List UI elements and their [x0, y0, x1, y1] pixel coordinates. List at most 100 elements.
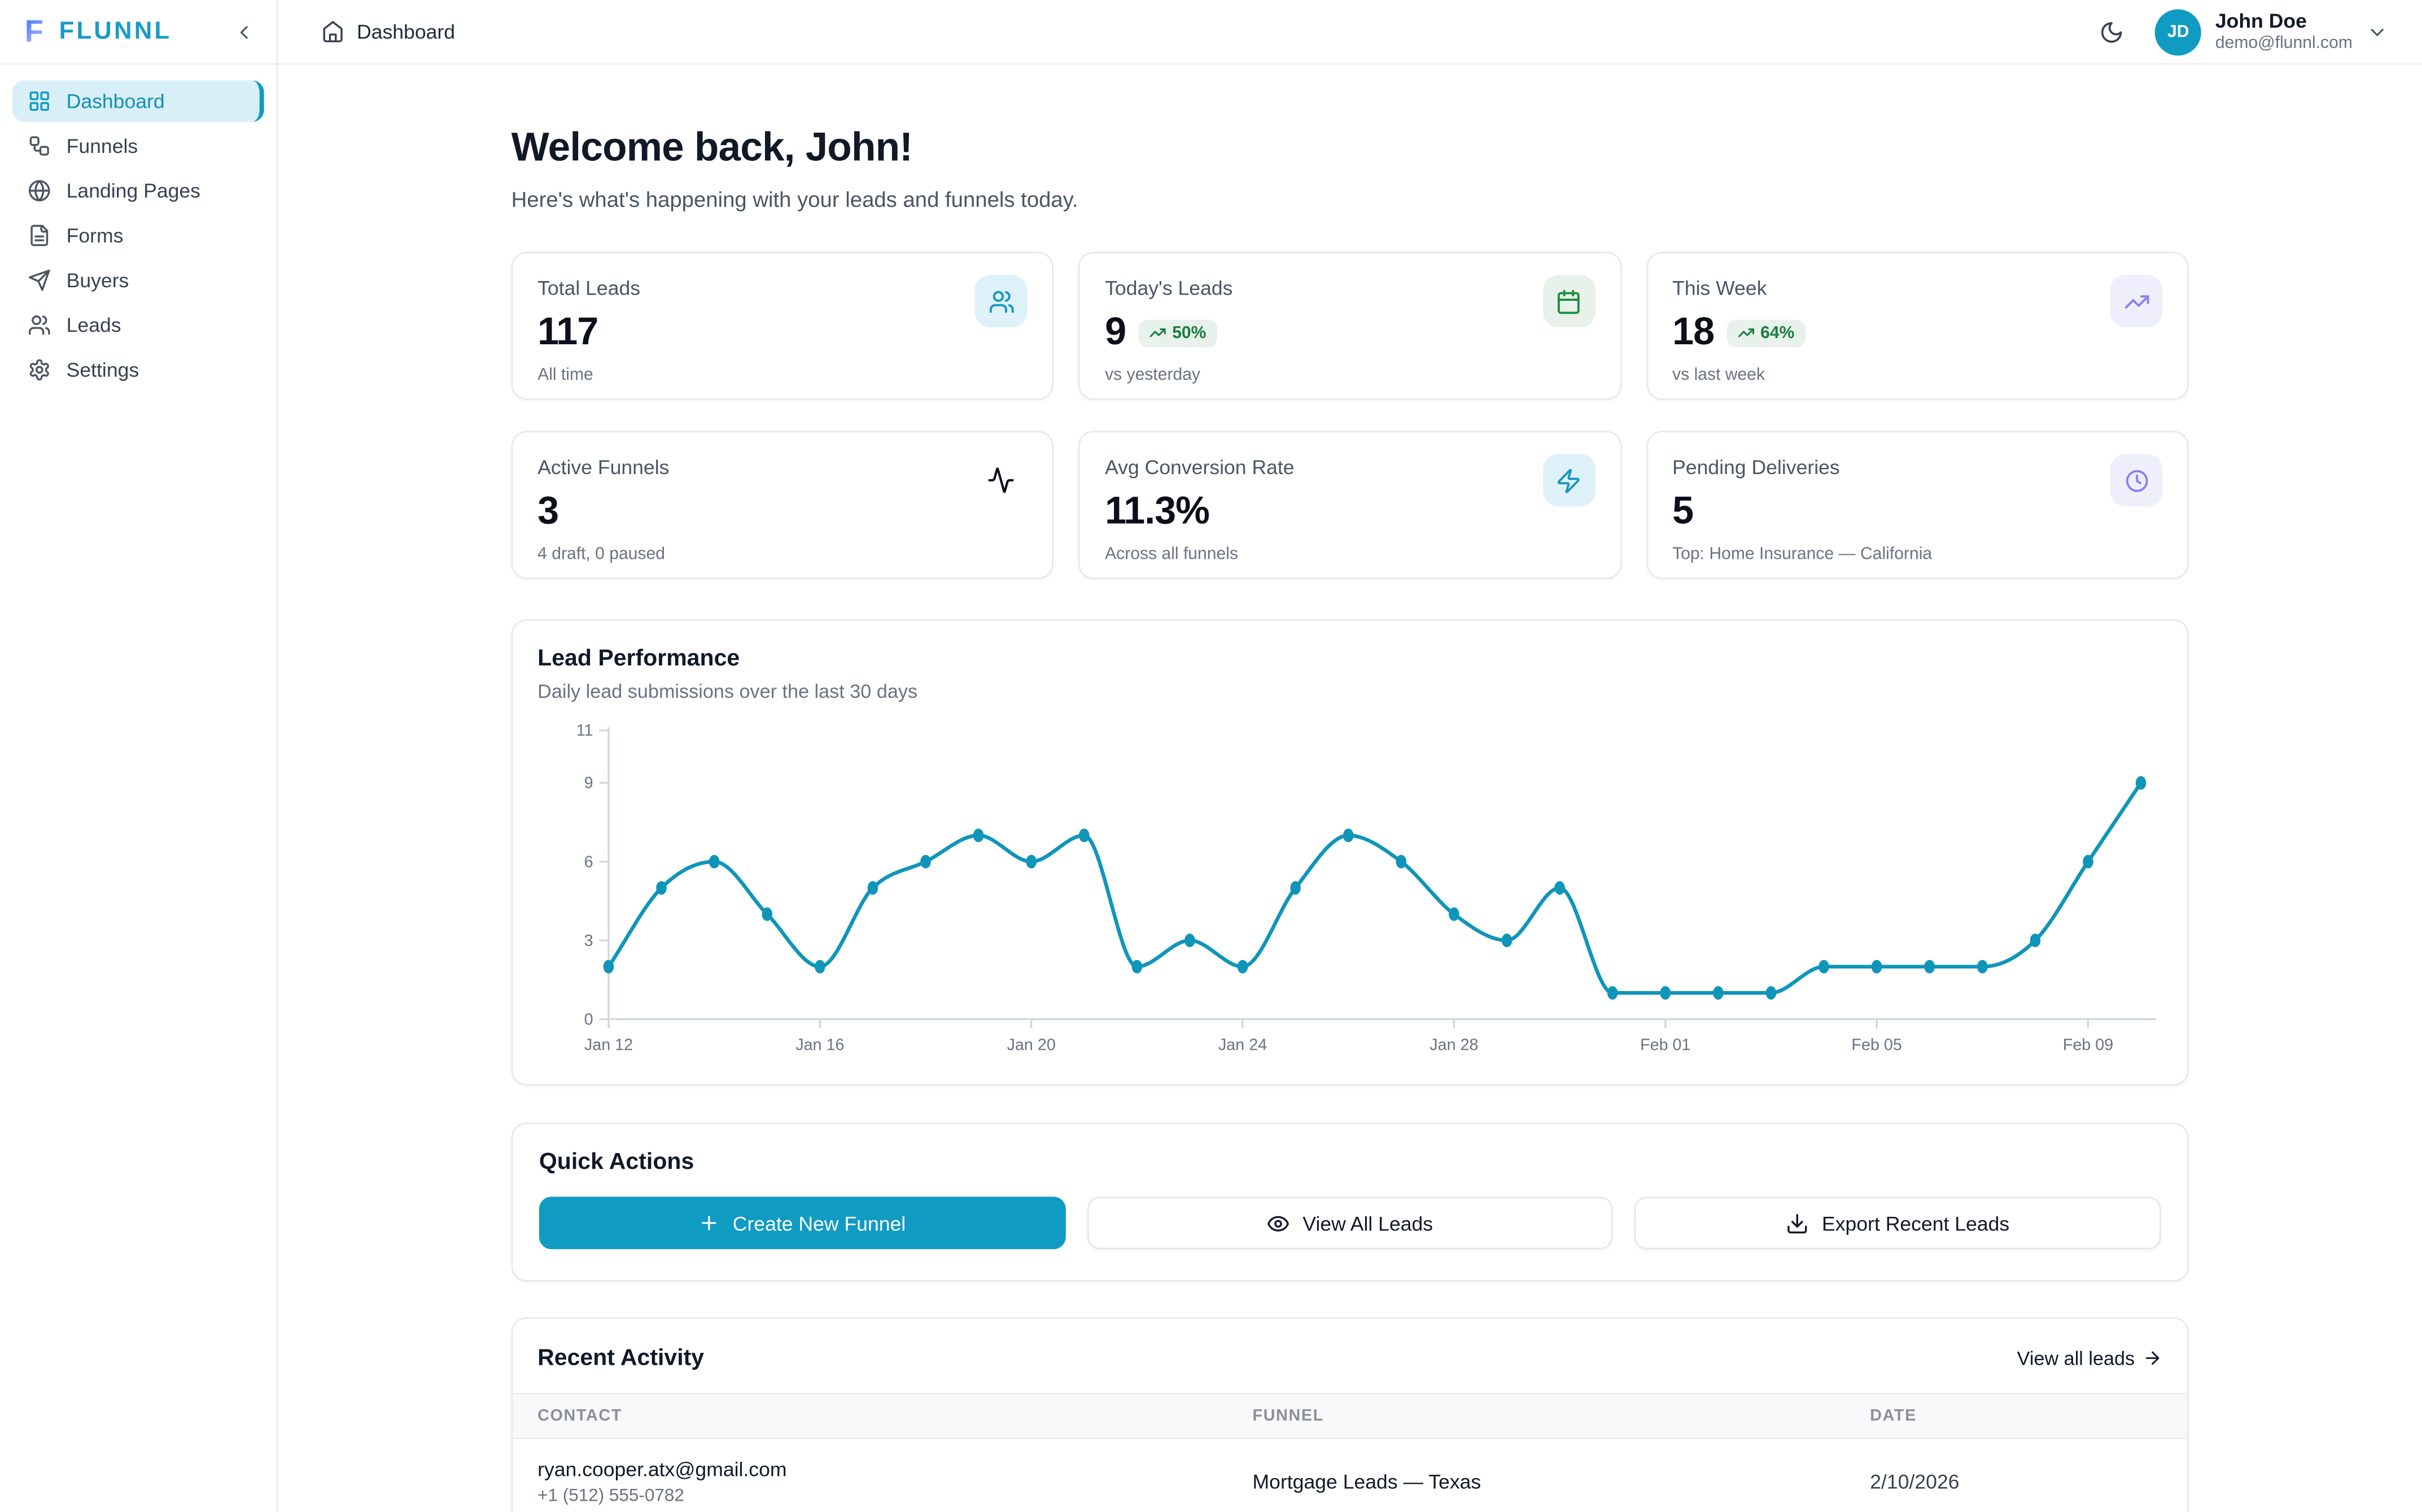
brand-logo-mark: F [24, 14, 44, 49]
svg-text:0: 0 [584, 1010, 593, 1028]
lead-performance-panel: Lead Performance Daily lead submissions … [511, 619, 2189, 1086]
zap-icon [1542, 454, 1595, 507]
stat-card-pending-deliveries: Pending Deliveries 5 Top: Home Insurance… [1646, 431, 2189, 579]
chart-area: 0 3 6 9 11 Jan 12 Jan 16 Jan 20 Jan 24 Jan 28 Feb … [537, 721, 2162, 1069]
stat-card-total-leads: Total Leads 117 All time [511, 251, 1054, 400]
breadcrumb[interactable]: Dashboard [321, 20, 455, 43]
svg-text:9: 9 [584, 774, 593, 792]
stat-label: Avg Conversion Rate [1105, 455, 1295, 479]
funnel-cell: Mortgage Leads — Texas [1252, 1470, 1481, 1493]
send-icon [28, 269, 50, 291]
users-icon [28, 315, 50, 335]
svg-text:3: 3 [584, 932, 593, 950]
table-header-contact: CONTACT [537, 1406, 622, 1426]
create-new-funnel-button[interactable]: Create New Funnel [539, 1197, 1065, 1250]
sidebar-nav: Dashboard Funnels Landing Pages Forms Bu… [0, 65, 277, 409]
download-icon [1788, 1213, 1808, 1233]
clock-icon [2110, 454, 2163, 507]
svg-text:Feb 01: Feb 01 [1640, 1036, 1690, 1054]
user-menu[interactable]: JD John Doe demo@flunnl.com [2155, 8, 2388, 55]
export-recent-leads-button[interactable]: Export Recent Leads [1634, 1197, 2161, 1250]
contact-phone: +1 (512) 555-0782 [537, 1487, 684, 1506]
chart-subtitle: Daily lead submissions over the last 30 … [537, 681, 918, 703]
globe-icon [28, 180, 50, 201]
logo-row: F FLUNNL [0, 0, 277, 65]
top-header: Dashboard JD John Doe demo@flunnl.com [278, 0, 2422, 65]
sidebar-item-label: Funnels [66, 134, 138, 158]
calendar-icon [1542, 275, 1595, 328]
sidebar-item-dashboard[interactable]: Dashboard [12, 80, 264, 122]
chevron-down-icon [2371, 28, 2384, 36]
recent-activity-panel: Recent Activity View all leads CONTACT F… [511, 1317, 2189, 1512]
svg-text:Jan 16: Jan 16 [795, 1036, 844, 1054]
sidebar-item-settings[interactable]: Settings [12, 349, 264, 391]
quick-actions-buttons: Create New Funnel View All Leads Export … [539, 1197, 2161, 1250]
stat-card-active-funnels: Active Funnels 3 4 draft, 0 paused [511, 431, 1054, 579]
sidebar: F FLUNNL Dashboard Funnels Landing Pages… [0, 0, 278, 1512]
chevron-left-icon [240, 25, 248, 38]
page-title: Welcome back, John! [511, 123, 913, 170]
sidebar-item-landing-pages[interactable]: Landing Pages [12, 170, 264, 212]
theme-toggle-button[interactable] [2090, 10, 2134, 54]
svg-text:Feb 05: Feb 05 [1851, 1036, 1901, 1054]
view-all-leads-button[interactable]: View All Leads [1087, 1197, 1614, 1250]
user-email: demo@flunnl.com [2215, 33, 2353, 52]
users-icon [975, 275, 1028, 328]
table-header-funnel: FUNNEL [1252, 1406, 1324, 1426]
stat-value: 5 [1672, 489, 1694, 533]
arrow-right-icon [2145, 1351, 2159, 1365]
user-meta: John Doe demo@flunnl.com [2215, 8, 2353, 55]
stat-label: Pending Deliveries [1672, 455, 1840, 479]
sidebar-item-leads[interactable]: Leads [12, 304, 264, 346]
page-subtitle: Here's what's happening with your leads … [511, 187, 1078, 212]
stat-label: Total Leads [537, 276, 641, 300]
chart-title: Lead Performance [537, 645, 740, 672]
avatar: JD [2155, 8, 2202, 55]
date-cell: 2/10/2026 [1870, 1470, 1960, 1493]
layout-grid-icon [29, 91, 49, 111]
view-all-leads-link[interactable]: View all leads [2017, 1347, 2163, 1369]
workflow-icon [29, 136, 49, 156]
sidebar-item-forms[interactable]: Forms [12, 214, 264, 256]
svg-text:Jan 20: Jan 20 [1007, 1036, 1056, 1054]
stat-value: 3 [537, 489, 559, 533]
trending-up-icon [1149, 328, 1166, 338]
svg-text:11: 11 [576, 722, 593, 740]
stat-card-this-week: This Week 18 64% vs last week [1646, 251, 2189, 400]
table-row[interactable]: ryan.cooper.atx@gmail.com +1 (512) 555-0… [513, 1439, 2187, 1512]
table-header-date: DATE [1870, 1406, 1917, 1426]
stat-sub: Across all funnels [1105, 545, 1239, 564]
sidebar-item-label: Dashboard [66, 89, 165, 113]
stat-value: 9 [1105, 310, 1126, 354]
quick-actions-title: Quick Actions [539, 1149, 694, 1176]
stat-sub: vs last week [1672, 366, 1765, 385]
home-icon [323, 21, 343, 42]
svg-text:Jan 24: Jan 24 [1218, 1036, 1267, 1054]
sidebar-collapse-button[interactable] [227, 15, 261, 49]
lead-performance-chart: 0 3 6 9 11 Jan 12 Jan 16 Jan 20 Jan 24 Jan 28 Feb … [576, 722, 2157, 1054]
table-header-row: CONTACT FUNNEL DATE [513, 1392, 2188, 1439]
sidebar-item-label: Leads [66, 313, 121, 337]
stat-label: Today's Leads [1105, 276, 1233, 300]
stat-sub: vs yesterday [1105, 366, 1201, 385]
stat-sub: All time [537, 366, 593, 385]
trending-up-icon [2110, 275, 2163, 328]
file-text-icon [30, 225, 49, 247]
moon-icon [2101, 21, 2122, 42]
activity-icon [975, 454, 1028, 506]
contact-email: ryan.cooper.atx@gmail.com [537, 1457, 787, 1481]
trending-up-icon [1738, 328, 1754, 338]
stat-card-todays-leads: Today's Leads 9 50% vs yesterday [1078, 251, 1621, 400]
sidebar-item-funnels[interactable]: Funnels [12, 125, 264, 167]
stat-sub: Top: Home Insurance — California [1672, 545, 1933, 564]
eye-icon [1268, 1215, 1289, 1231]
sidebar-item-label: Forms [66, 223, 124, 247]
stat-label: Active Funnels [537, 455, 670, 479]
sidebar-item-label: Buyers [66, 269, 129, 292]
recent-activity-title: Recent Activity [537, 1345, 705, 1371]
stat-value: 18 [1672, 310, 1715, 354]
stat-value: 11.3% [1105, 489, 1210, 533]
svg-text:Jan 28: Jan 28 [1429, 1036, 1478, 1054]
svg-text:Jan 12: Jan 12 [584, 1036, 633, 1054]
sidebar-item-buyers[interactable]: Buyers [12, 260, 264, 301]
